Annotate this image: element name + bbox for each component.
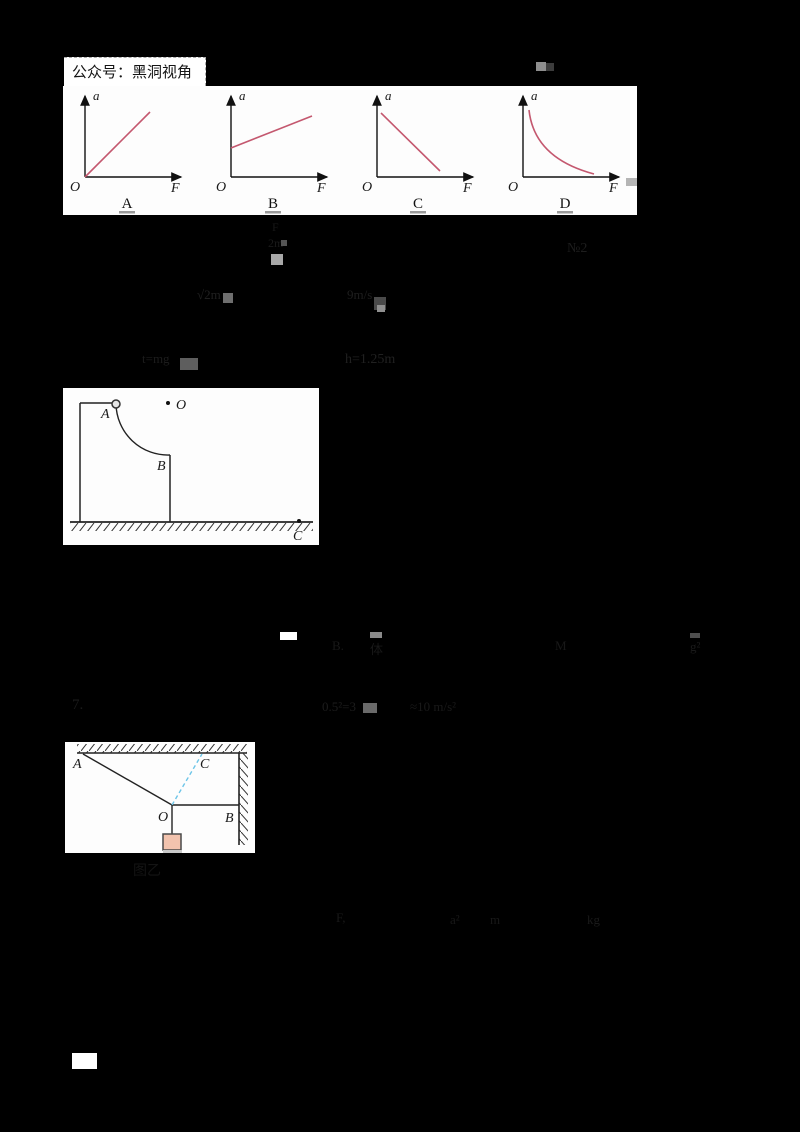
faint-fragment: a²	[450, 912, 460, 927]
artifact-chip	[546, 63, 554, 71]
option-label-b: B	[268, 196, 278, 212]
option-label-c: C	[413, 196, 423, 212]
ground-hatching	[70, 523, 313, 531]
ceiling-hatching	[77, 744, 247, 753]
faint-fragment: 2m	[268, 236, 284, 250]
option-label-a: A	[122, 196, 133, 212]
artifact-chip	[180, 358, 198, 370]
origin-label: O	[362, 180, 372, 195]
faint-fragment: F,	[336, 910, 346, 925]
option-graph-d: a O F D	[508, 88, 621, 214]
faint-fragment: kg	[587, 912, 600, 927]
label-O: O	[176, 398, 186, 413]
option-graph-c: a O F C	[362, 88, 475, 214]
x-axis-label: F	[462, 181, 472, 196]
y-axis-label: a	[531, 88, 538, 103]
artifact-chip	[281, 240, 287, 246]
option-graphs: a O F A a O F B a	[70, 88, 621, 214]
label-underline	[410, 211, 426, 214]
faint-fragment: √2m	[197, 287, 221, 302]
option-graph-a: a O F A	[70, 88, 183, 214]
curve-c	[380, 112, 441, 172]
label-C: C	[200, 757, 210, 772]
faint-fragment: m	[490, 912, 501, 927]
y-axis-label: a	[385, 88, 392, 103]
faint-fragment: 9m/s	[347, 287, 373, 302]
faint-fragment: g²	[690, 639, 701, 654]
artifact-chip	[280, 632, 297, 640]
figure-track-drawing: A O B C	[70, 398, 313, 544]
hanging-weight	[162, 833, 182, 851]
faint-fragment: 0.5²=3	[322, 699, 356, 714]
faint-fragment: 体	[370, 642, 384, 657]
origin-label: O	[508, 180, 518, 195]
label-O: O	[158, 810, 168, 825]
point-dot-C	[297, 519, 301, 523]
dashed-OC	[171, 753, 203, 806]
label-underline	[265, 211, 281, 214]
faint-fragment: №2	[567, 241, 588, 256]
artifact-chip	[377, 305, 385, 312]
faint-fragment: 7.	[72, 697, 84, 713]
figure-ropes-drawing: A C O B	[72, 744, 248, 853]
faint-fragment: M	[555, 638, 567, 653]
curve-b	[230, 115, 313, 149]
origin-label: O	[70, 180, 80, 195]
y-axis-label: a	[93, 88, 100, 103]
option-label-d: D	[560, 196, 571, 212]
figure-ropes: A C O B	[65, 742, 255, 853]
artifact-chip	[223, 293, 233, 303]
label-C: C	[293, 529, 303, 544]
curve-d	[528, 109, 595, 175]
artifact-chip	[690, 633, 700, 638]
origin-label: O	[216, 180, 226, 195]
faint-fragment: B.	[332, 638, 344, 653]
label-underline	[557, 211, 573, 214]
label-A: A	[72, 757, 82, 772]
arc-track	[115, 403, 171, 456]
watermark-text: 公众号：黑洞视角	[72, 64, 193, 81]
center-dot-O	[166, 401, 170, 405]
x-axis-label: F	[170, 181, 180, 196]
artifact-chip	[536, 62, 546, 71]
label-B: B	[225, 811, 234, 826]
curve-a	[84, 111, 151, 178]
watermark-box: 公众号：黑洞视角	[64, 57, 206, 86]
artifact-chip	[626, 178, 637, 186]
rope-AO	[82, 753, 173, 806]
ball	[111, 399, 121, 409]
artifact-chip	[363, 703, 377, 713]
artifact-bar	[163, 850, 182, 853]
figure-caption: 图乙	[133, 864, 161, 879]
label-B: B	[157, 459, 166, 474]
faint-fragment: t=mg	[142, 351, 170, 366]
artifact-chip	[271, 254, 283, 265]
option-graph-b: a O F B	[216, 88, 329, 214]
artifact-chip	[72, 1053, 97, 1069]
faint-fragment: F	[272, 220, 279, 234]
faint-fragment: ≈10 m/s²	[410, 699, 457, 714]
figure-track: A O B C	[63, 388, 319, 545]
label-A: A	[100, 407, 110, 422]
x-axis-label: F	[608, 181, 618, 196]
wall-hatching	[239, 753, 248, 845]
faint-fragment: h=1.25m	[345, 352, 396, 367]
label-underline	[119, 211, 135, 214]
artifact-chip	[370, 632, 382, 638]
x-axis-label: F	[316, 181, 326, 196]
y-axis-label: a	[239, 88, 246, 103]
answer-options-panel: a O F A a O F B a	[63, 86, 637, 215]
